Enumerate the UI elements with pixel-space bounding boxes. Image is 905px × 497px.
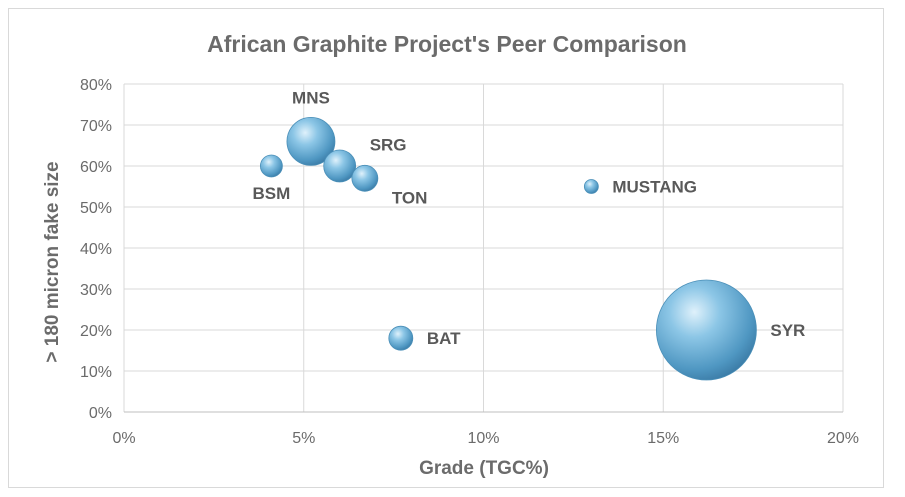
y-tick-label: 50% [80,200,112,217]
bubble-series [259,116,757,381]
bubble-label-syr: SYR [770,321,805,340]
bubble-label-mns: MNS [292,88,330,107]
x-tick-label: 20% [827,430,859,447]
y-tick-label: 70% [80,118,112,135]
x-axis-title: Grade (TGC%) [419,458,549,479]
bubble-bat [388,325,414,351]
y-axis-title: > 180 micron fake size [42,161,63,362]
bubble-label-srg: SRG [370,135,407,154]
y-tick-label: 40% [80,241,112,258]
bubble-syr [655,279,757,381]
bubble-label-bat: BAT [427,329,461,348]
bubble-ton [351,164,379,192]
bubble-labels: MNS SRG TON BSM MUSTANG BAT SYR [253,88,806,348]
bubble-srg [323,149,357,183]
y-tick-label: 10% [80,364,112,381]
y-tick-label: 60% [80,159,112,176]
x-tick-label: 0% [112,430,135,447]
y-axis-ticks: 0% 10% 20% 30% 40% 50% 60% 70% 80% [80,77,112,422]
bubble-mustang [583,179,599,194]
chart-title: African Graphite Project's Peer Comparis… [207,31,687,57]
x-tick-label: 5% [292,430,315,447]
bubble-bsm [259,154,283,178]
bubble-label-mustang: MUSTANG [612,178,697,197]
bubble-label-ton: TON [392,189,428,208]
y-tick-label: 20% [80,323,112,340]
grid [123,83,844,413]
y-tick-label: 30% [80,282,112,299]
y-tick-label: 80% [80,77,112,94]
x-axis-ticks: 0% 5% 10% 15% 20% [112,430,859,447]
bubble-label-bsm: BSM [253,184,291,203]
x-tick-label: 15% [647,430,679,447]
x-tick-label: 10% [467,430,499,447]
y-tick-label: 0% [89,405,112,422]
bubble-mns [286,116,336,166]
